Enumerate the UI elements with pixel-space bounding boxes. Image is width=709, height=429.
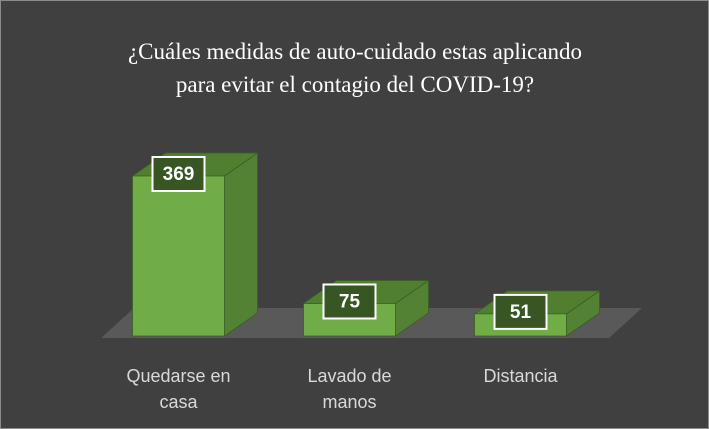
chart-title: ¿Cuáles medidas de auto-cuidado estas ap… <box>127 39 583 97</box>
value-label-box <box>322 283 377 320</box>
value-label-box <box>151 156 206 192</box>
value-label: 51 <box>510 302 532 323</box>
x-tick-label: Quedarse en casa <box>126 366 231 412</box>
x-tick-label: Distancia <box>483 366 558 386</box>
value-label: 369 <box>163 164 195 185</box>
value-label: 75 <box>339 291 361 312</box>
bar-face <box>224 152 258 337</box>
bar-face <box>132 175 225 337</box>
x-tick-label: Lavado de manos <box>307 366 392 412</box>
value-label-box <box>493 293 548 330</box>
